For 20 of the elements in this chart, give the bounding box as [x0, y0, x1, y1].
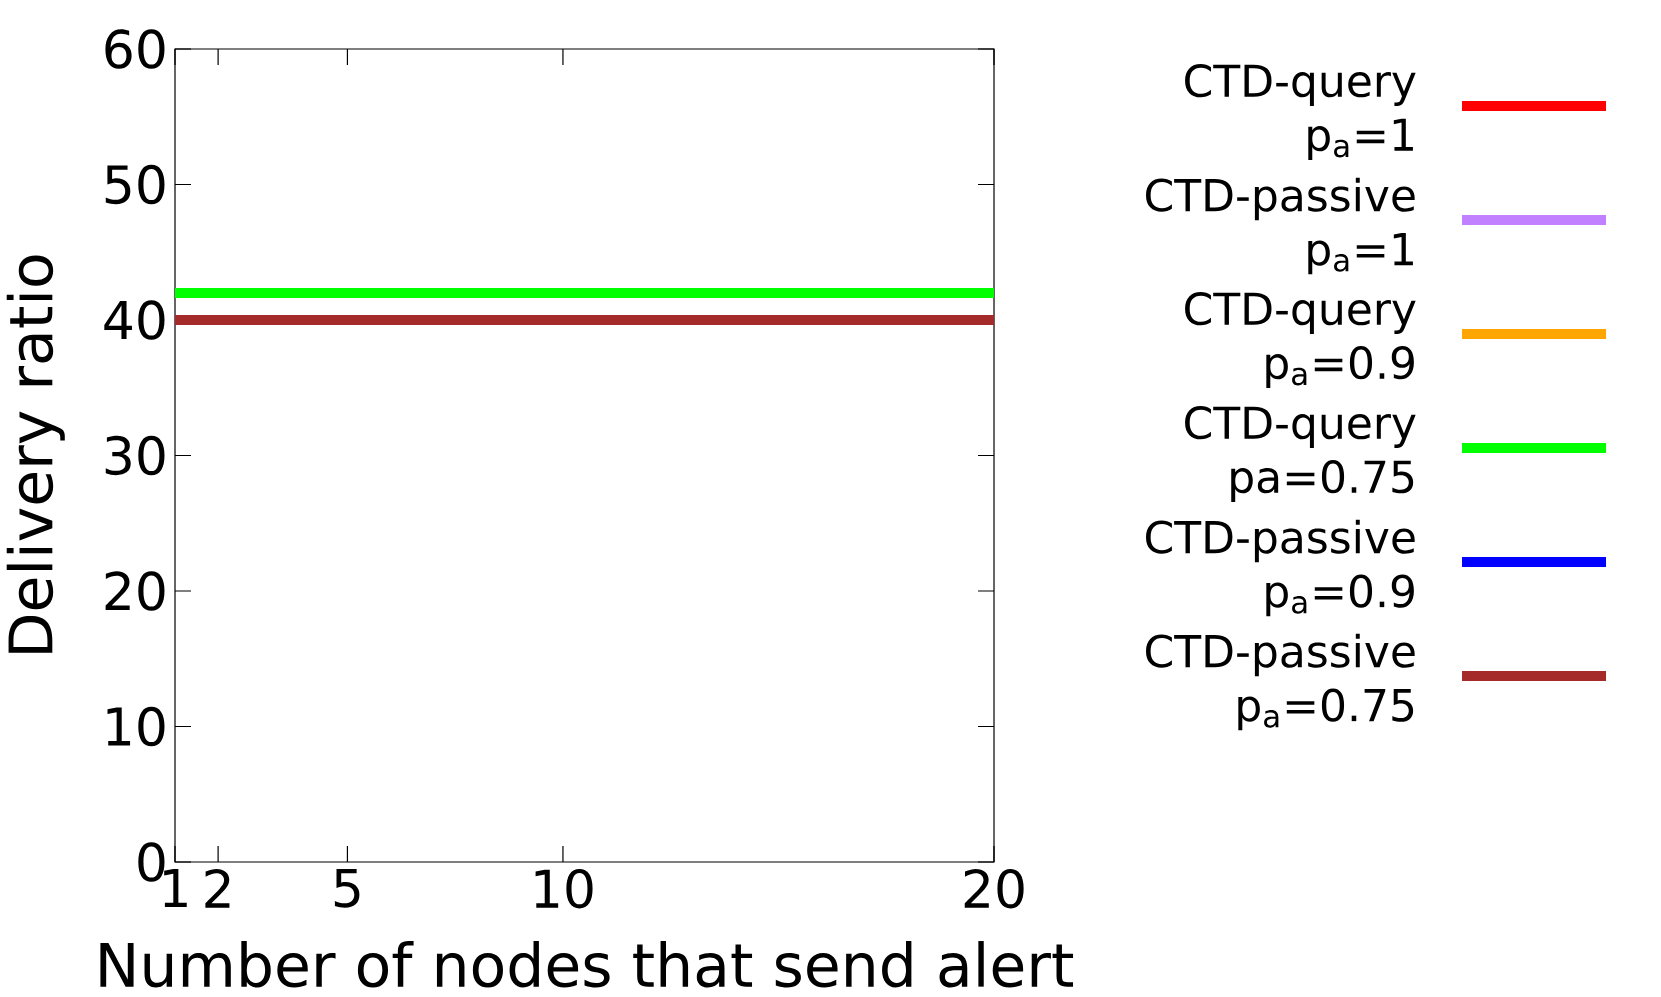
- x-tick-label: 1: [164, 869, 187, 907]
- y-axis-title: Delivery ratio: [6, 255, 65, 653]
- y-tick-label: 20: [105, 571, 165, 611]
- y-tick-label: 30: [105, 435, 165, 476]
- legend-label: CTD-passive p$_{a}$=0.75: [1146, 633, 1415, 731]
- legend-label: CTD-passive p$_{a}$=1: [1146, 177, 1415, 275]
- x-tick-label: 5: [334, 869, 360, 908]
- y-tick-label: 40: [104, 300, 165, 340]
- legend-label: CTD-query pa=0.75: [1185, 406, 1416, 502]
- y-tick-label: 50: [105, 164, 165, 205]
- legend-label: CTD-query p$_{a}$=1: [1185, 64, 1416, 160]
- x-tick-label: 10: [535, 869, 593, 909]
- legend-label: CTD-passive p$_{a}$=0.9: [1146, 519, 1415, 617]
- legend-label: CTD-query p$_{a}$=0.9: [1185, 292, 1416, 388]
- x-tick-label: 20: [964, 869, 1024, 909]
- y-tick-label: 0: [138, 842, 165, 882]
- y-tick-label: 60: [105, 29, 165, 69]
- x-tick-label: 2: [205, 869, 230, 908]
- y-tick-label: 10: [107, 706, 165, 747]
- x-axis-title: Number of nodes that send alert: [100, 941, 1074, 988]
